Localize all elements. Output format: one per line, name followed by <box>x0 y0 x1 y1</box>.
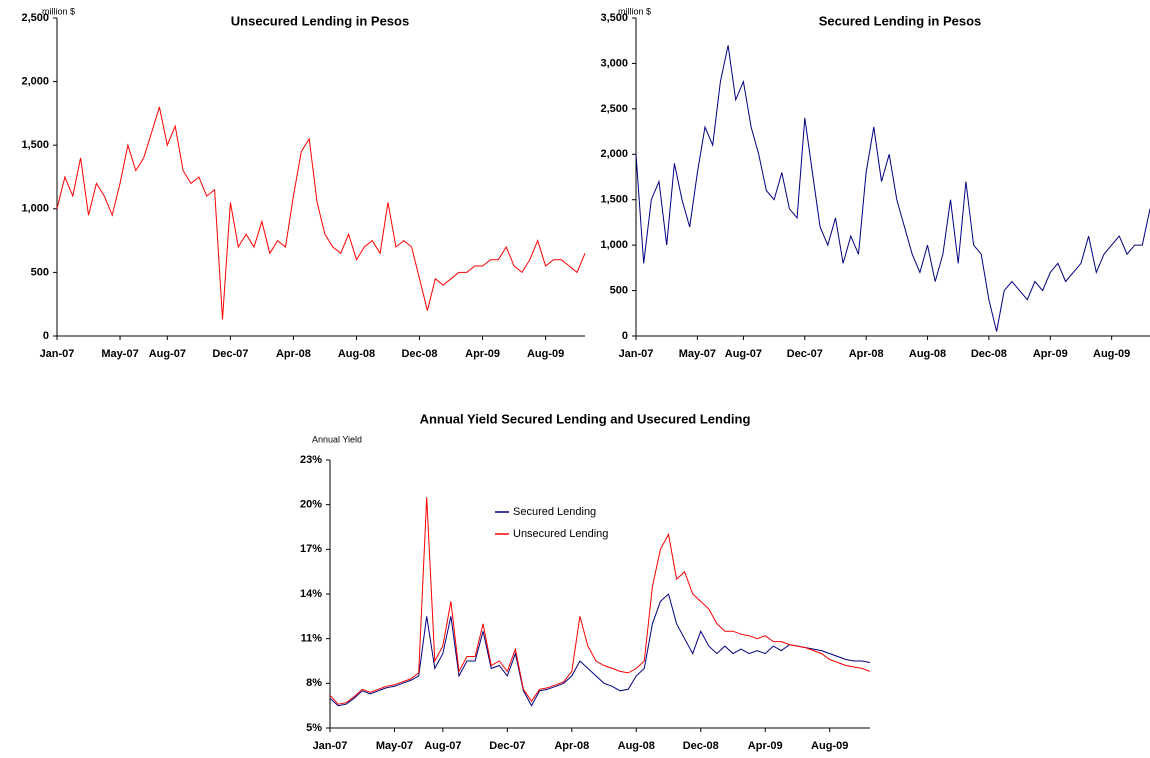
y-tick-label: 17% <box>300 543 322 555</box>
axis-unit: Annual Yield <box>312 434 362 444</box>
x-tick-label: Dec-07 <box>787 348 823 360</box>
x-tick-label: Dec-08 <box>971 348 1007 360</box>
y-tick-label: 14% <box>300 588 322 600</box>
y-tick-label: 1,000 <box>21 203 49 215</box>
x-tick-label: Aug-09 <box>527 348 564 360</box>
y-tick-label: 23% <box>300 454 322 466</box>
y-tick-label: 20% <box>300 499 322 511</box>
x-tick-label: Apr-09 <box>465 348 500 360</box>
x-tick-label: Aug-07 <box>424 740 461 752</box>
y-tick-label: 8% <box>306 677 322 689</box>
x-tick-label: Apr-09 <box>1033 348 1068 360</box>
line-series <box>635 45 1150 332</box>
x-tick-label: Jan-07 <box>313 740 348 752</box>
x-tick-label: Apr-08 <box>554 740 589 752</box>
y-tick-label: 11% <box>301 633 323 645</box>
line-series <box>56 106 586 320</box>
x-tick-label: Aug-09 <box>811 740 848 752</box>
x-tick-label: Apr-08 <box>276 348 311 360</box>
x-tick-label: May-07 <box>376 740 413 752</box>
y-tick-label: 2,500 <box>600 103 628 115</box>
x-tick-label: Aug-07 <box>725 348 762 360</box>
x-tick-label: Jan-07 <box>40 348 75 360</box>
y-tick-label: 1,500 <box>21 139 49 151</box>
x-tick-label: Apr-09 <box>748 740 783 752</box>
y-tick-label: 5% <box>306 722 322 734</box>
y-tick-label: 1,500 <box>600 194 628 206</box>
x-tick-label: Aug-08 <box>909 348 946 360</box>
y-tick-label: 500 <box>31 266 49 278</box>
legend-label: Unsecured Lending <box>513 528 608 540</box>
y-tick-label: 3,500 <box>600 12 628 24</box>
x-tick-label: Jan-07 <box>619 348 654 360</box>
y-tick-label: 1,000 <box>600 239 628 251</box>
y-tick-label: 0 <box>622 330 628 342</box>
axis-unit: million $ <box>618 6 651 16</box>
axis-unit: million $ <box>42 6 75 16</box>
y-tick-label: 3,000 <box>600 57 628 69</box>
y-tick-label: 2,000 <box>600 148 628 160</box>
y-tick-label: 2,500 <box>21 12 49 24</box>
y-tick-label: 2,000 <box>21 76 49 88</box>
x-tick-label: Dec-08 <box>683 740 719 752</box>
chart-title: Annual Yield Secured Lending and Usecure… <box>420 411 751 426</box>
x-tick-label: Dec-07 <box>212 348 248 360</box>
x-tick-label: Aug-07 <box>149 348 186 360</box>
y-tick-label: 0 <box>43 330 49 342</box>
y-tick-label: 500 <box>610 284 628 296</box>
chart-title: Secured Lending in Pesos <box>819 13 982 28</box>
x-tick-label: Aug-09 <box>1093 348 1130 360</box>
x-tick-label: Aug-08 <box>618 740 655 752</box>
x-tick-label: Aug-08 <box>338 348 375 360</box>
legend-label: Secured Lending <box>513 506 596 518</box>
x-tick-label: Apr-08 <box>849 348 884 360</box>
x-tick-label: Dec-08 <box>401 348 437 360</box>
x-tick-label: May-07 <box>679 348 716 360</box>
line-series <box>329 497 871 705</box>
chart-title: Unsecured Lending in Pesos <box>231 13 409 28</box>
line-series <box>329 593 871 707</box>
x-tick-label: Dec-07 <box>489 740 525 752</box>
x-tick-label: May-07 <box>101 348 138 360</box>
